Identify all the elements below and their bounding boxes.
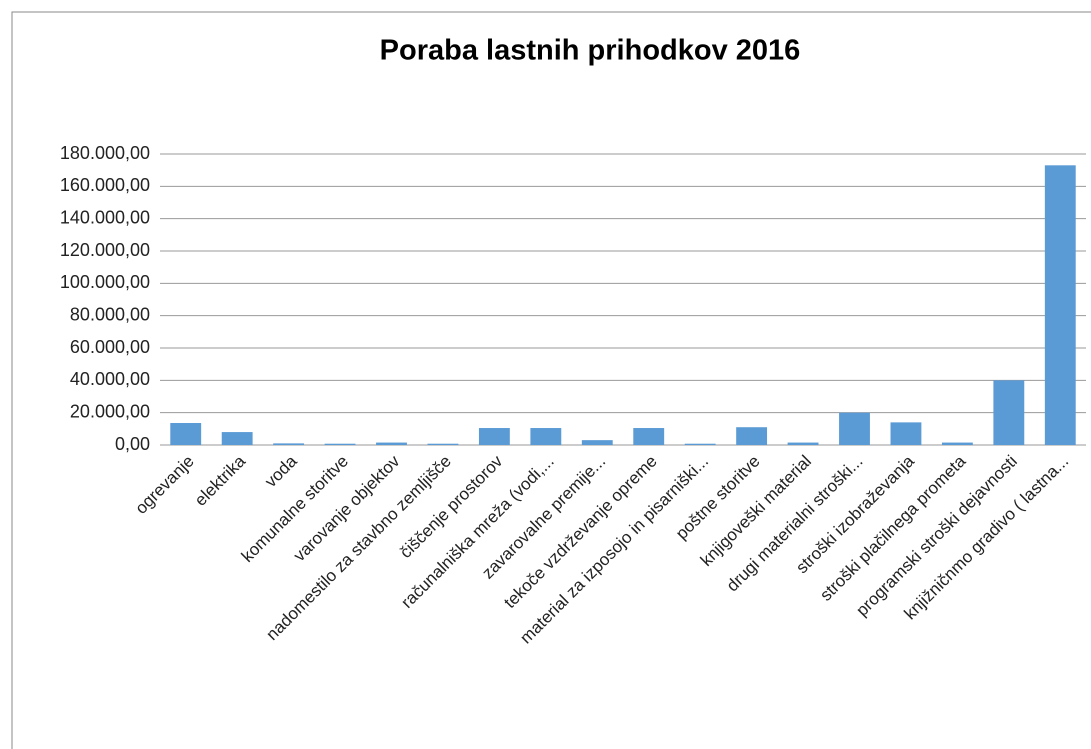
bar [581,440,613,445]
y-tick-label: 120.000,00 [60,240,150,260]
y-tick-label: 0,00 [115,434,150,454]
bar [530,428,562,445]
bar [170,423,202,445]
bar [890,422,922,445]
y-tick-label: 180.000,00 [60,143,150,163]
bar [324,443,356,445]
y-tick-label: 80.000,00 [70,304,150,324]
bar [221,432,253,445]
chart-title: Poraba lastnih prihodkov 2016 [380,35,801,67]
bar [684,443,716,445]
y-tick-label: 20.000,00 [70,401,150,421]
bar [787,442,819,445]
bar [273,443,305,445]
bar [633,428,665,445]
bar [839,412,870,445]
bar [478,428,510,445]
y-tick-label: 60.000,00 [70,337,150,357]
bar [993,380,1025,445]
bar [427,443,459,445]
y-tick-label: 100.000,00 [60,272,150,292]
bar [941,442,973,445]
y-tick-label: 40.000,00 [70,369,150,389]
y-tick-label: 160.000,00 [60,175,150,195]
bar [736,427,768,445]
y-tick-label: 140.000,00 [60,207,150,227]
bar [1044,165,1076,446]
bar [376,442,407,445]
